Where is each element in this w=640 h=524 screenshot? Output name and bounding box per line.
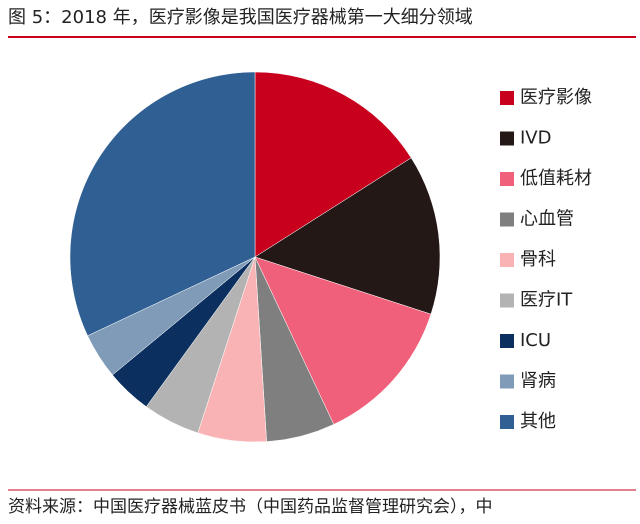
pie-slice [254, 157, 441, 315]
pie-slice [254, 256, 432, 425]
legend-label: 医疗IT [520, 290, 573, 311]
legend-label: 骨科 [520, 249, 556, 270]
chart-title: 图 5：2018 年，医疗影像是我国医疗器械第一大细分领域 [8, 7, 473, 28]
legend-label: 其他 [520, 411, 556, 432]
source-note: 资料来源：中国医疗器械蓝皮书（中国药品监督管理研究会），中 [8, 497, 493, 517]
legend-swatch [500, 415, 514, 429]
legend-swatch [500, 91, 514, 105]
legend-swatch [500, 212, 514, 227]
legend-swatch [500, 293, 514, 308]
legend-label: IVD [520, 128, 551, 149]
pie-slice [254, 71, 412, 258]
legend-swatch [500, 334, 514, 348]
legend-swatch [500, 131, 514, 146]
legend-swatch [500, 172, 514, 186]
legend-swatch [500, 253, 514, 267]
legend-label: 心血管 [520, 209, 574, 230]
legend-swatch [500, 374, 514, 389]
legend-label: 低值耗材 [520, 168, 592, 189]
legend-label: 医疗影像 [520, 87, 592, 108]
pie-slice [69, 71, 256, 337]
legend-label: ICU [520, 330, 551, 351]
legend-label: 肾病 [520, 371, 556, 392]
